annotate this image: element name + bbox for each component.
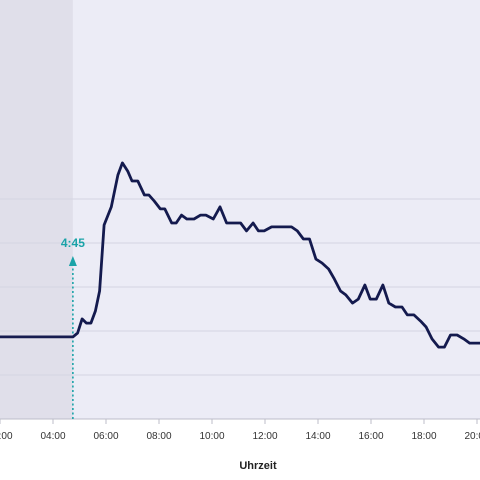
x-tick-label: 04:00 bbox=[40, 431, 65, 442]
x-tick-label: 20:00 bbox=[464, 431, 480, 442]
marker-group: 4:45 bbox=[61, 236, 85, 419]
x-tick-label: 10:00 bbox=[199, 431, 224, 442]
x-tick-label: 18:00 bbox=[411, 431, 436, 442]
plot-background bbox=[0, 0, 480, 419]
x-tick-label: 16:00 bbox=[358, 431, 383, 442]
x-tick-label: 08:00 bbox=[146, 431, 171, 442]
x-tick-label: 12:00 bbox=[252, 431, 277, 442]
x-axis-title: Uhrzeit bbox=[239, 460, 277, 472]
x-tick-label: 06:00 bbox=[93, 431, 118, 442]
shaded-region bbox=[0, 0, 73, 419]
x-tick-label: 02:00 bbox=[0, 431, 13, 442]
x-ticks: 02:00 04:00 06:00 08:00 10:00 12:00 14:00 16:00… bbox=[0, 419, 480, 442]
marker-arrowhead bbox=[68, 256, 77, 266]
gridlines bbox=[0, 198, 480, 376]
x-tick-label: 14:00 bbox=[305, 431, 330, 442]
series-line bbox=[0, 161, 480, 349]
marker-label: 4:45 bbox=[61, 236, 85, 250]
